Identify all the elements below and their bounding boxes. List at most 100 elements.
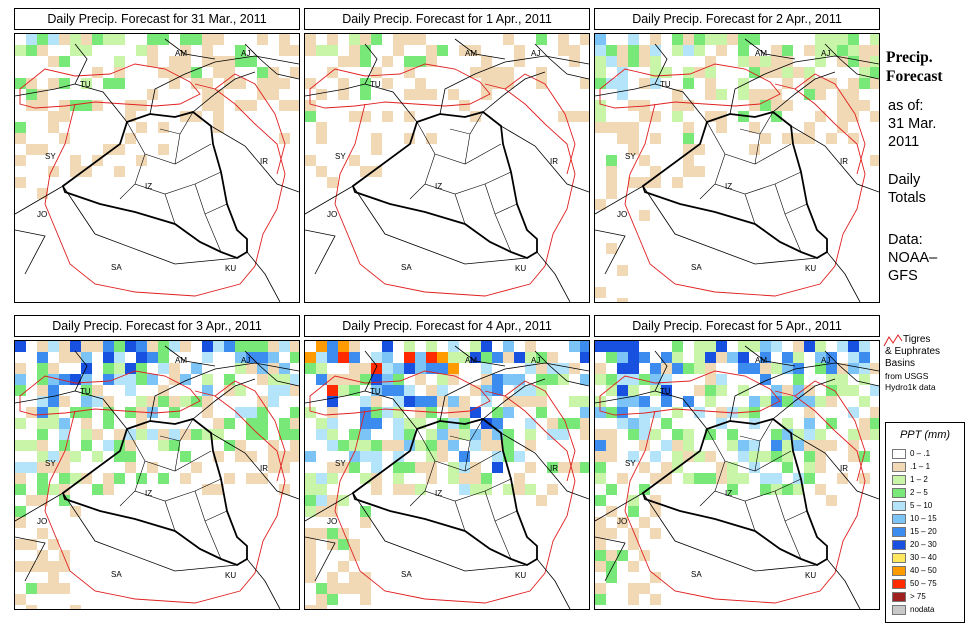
- country-label: SY: [625, 459, 636, 468]
- country-label: TU: [370, 387, 381, 396]
- country-border: [192, 71, 256, 113]
- legend-label: > 75: [910, 592, 926, 601]
- basin-outline: [504, 73, 576, 175]
- legend-swatch: [892, 462, 906, 472]
- legend-label: 40 – 50: [910, 566, 937, 575]
- country-label: TU: [660, 387, 671, 396]
- legend-item: 50 – 75: [892, 579, 962, 590]
- country-label: IR: [840, 464, 848, 473]
- country-border: [305, 229, 336, 275]
- country-border: [744, 193, 756, 225]
- country-label: SA: [691, 263, 702, 272]
- panel-title: Daily Precip. Forecast for 2 Apr., 2011: [594, 8, 880, 30]
- country-label: SY: [335, 152, 346, 161]
- country-border: [126, 428, 212, 472]
- country-label: SA: [111, 570, 122, 579]
- country-border: [595, 536, 626, 582]
- basin-line-icon: [883, 334, 903, 347]
- legend-item: 0 – .1: [892, 449, 962, 460]
- country-label: SA: [401, 263, 412, 272]
- country-label: AJ: [241, 356, 250, 365]
- country-label: IZ: [435, 182, 442, 191]
- country-border: [126, 121, 212, 165]
- country-border: [824, 350, 879, 387]
- basin-outline: [624, 83, 866, 297]
- country-label: AJ: [531, 356, 540, 365]
- country-label: AM: [465, 49, 477, 58]
- country-border: [351, 111, 538, 259]
- country-border: [351, 418, 538, 566]
- legend-title: PPT (mm): [899, 429, 951, 441]
- country-label: IR: [260, 464, 268, 473]
- country-border: [706, 121, 792, 165]
- legend-swatch: [892, 514, 906, 524]
- country-border: [210, 125, 299, 193]
- legend-swatch: [892, 592, 906, 602]
- country-border: [739, 128, 761, 135]
- country-border: [244, 350, 299, 387]
- country-border: [409, 490, 426, 507]
- country-border: [454, 38, 506, 60]
- legend-item: .1 – 1: [892, 462, 962, 473]
- basin-outline: [19, 63, 201, 109]
- country-border: [774, 490, 808, 522]
- basin-label-2: & Euphrates: [885, 346, 941, 357]
- country-border: [246, 558, 281, 609]
- country-border: [482, 378, 546, 420]
- legend-label: 15 – 20: [910, 527, 937, 536]
- precip-map: AM AJ TU SY IR JO SA KU IZ: [304, 33, 590, 303]
- legend-swatch: [892, 475, 906, 485]
- country-border: [534, 350, 589, 387]
- country-border: [699, 183, 716, 200]
- precip-grid: [15, 34, 299, 199]
- country-border: [536, 251, 571, 302]
- legend-swatch: [892, 488, 906, 498]
- country-border: [194, 490, 228, 522]
- country-border: [484, 183, 518, 215]
- country-border: [119, 490, 136, 507]
- precip-map: AM AJ TU SY IR JO SA KU IZ: [14, 340, 300, 610]
- country-border: [204, 520, 222, 560]
- country-label: KU: [805, 571, 816, 580]
- country-label: SY: [45, 152, 56, 161]
- country-border: [790, 432, 879, 500]
- basin-outline: [794, 73, 866, 175]
- country-border: [194, 183, 228, 215]
- basin-outline: [334, 390, 576, 604]
- country-border: [790, 125, 879, 193]
- forecast-panel: Daily Precip. Forecast for 2 Apr., 2011 A…: [594, 8, 880, 303]
- precip-grid: [595, 341, 879, 605]
- country-border: [15, 536, 46, 582]
- country-label: IZ: [145, 489, 152, 498]
- country-label: IZ: [435, 489, 442, 498]
- country-border: [595, 83, 656, 97]
- sidebar-title: Precip. Forecast: [886, 49, 943, 85]
- country-label: SA: [691, 570, 702, 579]
- country-border: [739, 435, 761, 442]
- country-border: [15, 492, 64, 522]
- forecast-panel: Daily Precip. Forecast for 4 Apr., 2011 A…: [304, 315, 590, 610]
- forecast-panel: Daily Precip. Forecast for 1 Apr., 2011 A…: [304, 8, 590, 303]
- country-border: [772, 378, 836, 420]
- country-border: [449, 128, 471, 135]
- legend-item: 10 – 15: [892, 514, 962, 525]
- country-border: [164, 193, 176, 225]
- basin-label-4: from USGS: [885, 371, 929, 381]
- panel-title: Daily Precip. Forecast for 1 Apr., 2011: [304, 8, 590, 30]
- basin-outline: [44, 390, 286, 604]
- panel-title: Daily Precip. Forecast for 5 Apr., 2011: [594, 315, 880, 337]
- legend-swatch: [892, 553, 906, 563]
- legend-swatch: [892, 540, 906, 550]
- country-border: [826, 251, 861, 302]
- legend-label: 0 – .1: [910, 449, 931, 458]
- country-label: AM: [175, 49, 187, 58]
- country-label: IZ: [145, 182, 152, 191]
- country-border: [62, 185, 238, 265]
- basin-outline: [309, 370, 491, 416]
- country-border: [15, 390, 76, 404]
- country-label: AJ: [531, 49, 540, 58]
- precip-grid: [305, 34, 589, 188]
- country-border: [494, 520, 512, 560]
- legend-label: 30 – 40: [910, 553, 937, 562]
- legend-item: > 75: [892, 592, 962, 603]
